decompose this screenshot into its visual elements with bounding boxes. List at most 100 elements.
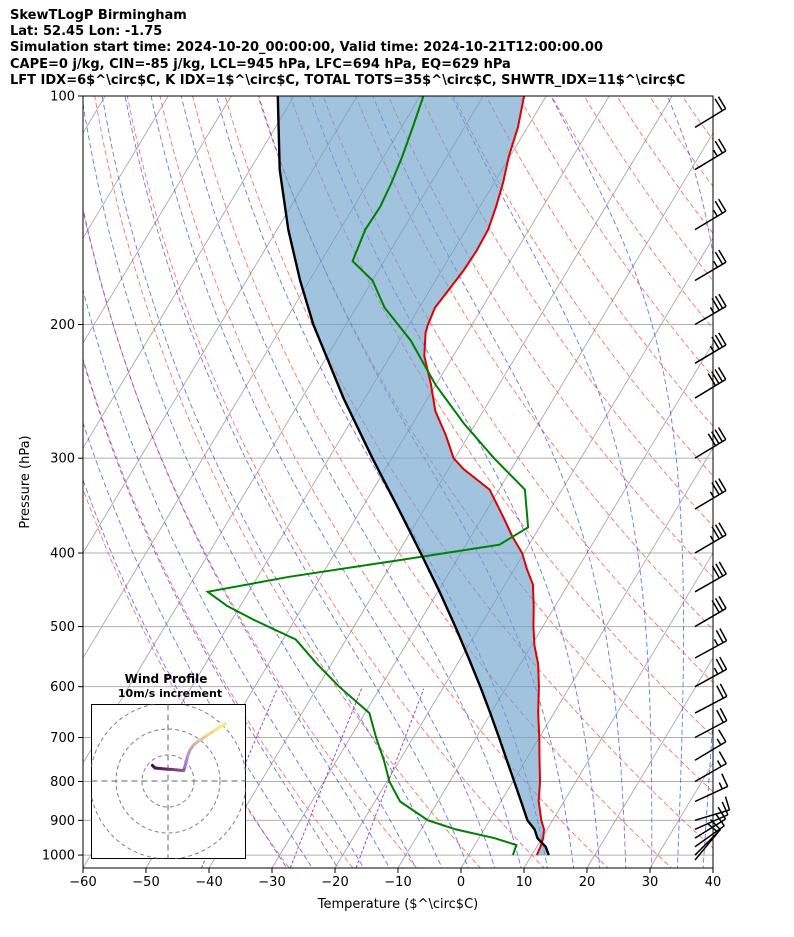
barb-flag <box>714 295 724 309</box>
hodograph-title: Wind Profile <box>125 672 208 686</box>
hodograph-segment <box>213 722 227 732</box>
wind-barb <box>694 138 727 171</box>
dry-adiabat <box>126 96 545 868</box>
x-tick-label: −60 <box>69 875 96 890</box>
barb-flag <box>718 332 727 346</box>
hodograph-subtitle: 10m/s increment <box>118 687 222 700</box>
x-tick-label: −50 <box>132 875 159 890</box>
parcel-line <box>276 96 550 856</box>
y-tick-label: 400 <box>50 547 75 562</box>
barb-staff <box>694 489 727 510</box>
y-tick-label: 600 <box>50 680 75 695</box>
barb-staff <box>694 344 727 364</box>
barb-flag <box>719 707 728 721</box>
x-tick-label: −10 <box>384 875 411 890</box>
isotherm-gridline <box>271 132 713 868</box>
wind-barb <box>694 773 729 803</box>
barb-staff <box>694 818 726 839</box>
wind-barbs <box>694 96 731 861</box>
wind-barb <box>694 751 727 783</box>
barb-flag <box>714 334 724 348</box>
x-tick-label: 0 <box>457 875 465 890</box>
barb-flag <box>715 563 724 577</box>
barb-staff <box>694 668 727 688</box>
barb-flag <box>719 628 728 642</box>
dry-adiabat <box>550 96 713 330</box>
barb-flag <box>707 433 717 447</box>
barb-flag <box>718 522 727 536</box>
moist-adiabat <box>451 96 653 868</box>
barb-flag <box>707 373 717 387</box>
wind-barb <box>694 522 727 554</box>
wind-barb <box>694 628 728 659</box>
barb-flag <box>716 685 724 699</box>
moist-adiabat <box>124 96 469 868</box>
y-tick-label: 200 <box>50 318 75 333</box>
dry-adiabat <box>420 96 713 527</box>
barb-half-flag <box>718 782 723 790</box>
barb-half-flag <box>713 149 718 157</box>
barb-flag <box>718 478 727 491</box>
wind-barb <box>694 656 728 688</box>
barb-flag <box>715 813 725 827</box>
hodograph-segment <box>197 734 209 743</box>
barb-flag <box>724 796 731 811</box>
isotherm-gridline <box>586 657 713 868</box>
barb-flag <box>714 200 724 214</box>
isotherm-gridline <box>334 237 713 868</box>
moist-adiabat <box>83 288 365 868</box>
x-tick-label: 10 <box>516 875 533 890</box>
barb-staff <box>694 150 727 171</box>
barb-flag <box>718 729 727 743</box>
isotherm-gridline <box>397 342 713 868</box>
moist-adiabat <box>150 96 496 868</box>
isotherm-gridline <box>83 96 295 449</box>
moist-adiabat <box>101 96 443 868</box>
barb-flag <box>718 595 727 609</box>
barb-flag <box>719 683 728 697</box>
y-tick-label: 800 <box>50 775 75 790</box>
barb-staff <box>694 814 729 831</box>
isotherm-gridline <box>523 552 713 868</box>
figure-title: SkewTLogP Birmingham <box>10 8 187 23</box>
stability-indices-2: LFT IDX=6$^\circ$C, K IDX=1$^\circ$C, TO… <box>10 72 686 88</box>
wind-barb <box>694 822 719 861</box>
wind-barb <box>694 683 728 714</box>
x-tick-label: −40 <box>195 875 222 890</box>
barb-half-flag <box>716 760 722 767</box>
moist-adiabat <box>727 83 779 887</box>
stability-indices-1: CAPE=0 j/kg, CIN=-85 j/kg, LCL=945 hPa, … <box>10 56 511 72</box>
wind-barb <box>694 796 731 822</box>
moist-adiabat <box>180 96 522 868</box>
moist-adiabat <box>550 96 684 868</box>
dry-adiabat <box>737 82 794 886</box>
barb-flag <box>716 709 724 723</box>
dry-adiabat <box>83 208 418 868</box>
wind-barb <box>694 729 727 761</box>
moist-adiabat <box>83 100 417 868</box>
temperature-line <box>423 96 546 856</box>
barb-flag <box>715 630 724 644</box>
moist-adiabat <box>83 205 391 868</box>
barb-flag <box>714 429 724 442</box>
barb-staff <box>694 640 727 659</box>
hodograph-segment <box>205 728 217 737</box>
y-tick-label: 700 <box>50 731 75 746</box>
profile-lines <box>205 96 550 856</box>
wind-barb <box>694 813 725 848</box>
isotherm-gridline <box>83 96 169 239</box>
x-tick-label: 20 <box>579 875 596 890</box>
dry-adiabat <box>616 96 713 235</box>
barb-flag <box>718 249 727 263</box>
barb-flag <box>711 565 720 579</box>
simulation-times: Simulation start time: 2024-10-20_00:00:… <box>10 40 603 56</box>
barb-staff <box>694 305 727 326</box>
x-tick-label: −20 <box>321 875 348 890</box>
barb-staff <box>694 534 727 554</box>
barb-flag <box>719 656 728 670</box>
wind-barb <box>694 595 727 628</box>
background-grid <box>83 82 794 887</box>
y-tick-label: 300 <box>50 452 75 467</box>
barb-half-flag <box>713 260 719 268</box>
